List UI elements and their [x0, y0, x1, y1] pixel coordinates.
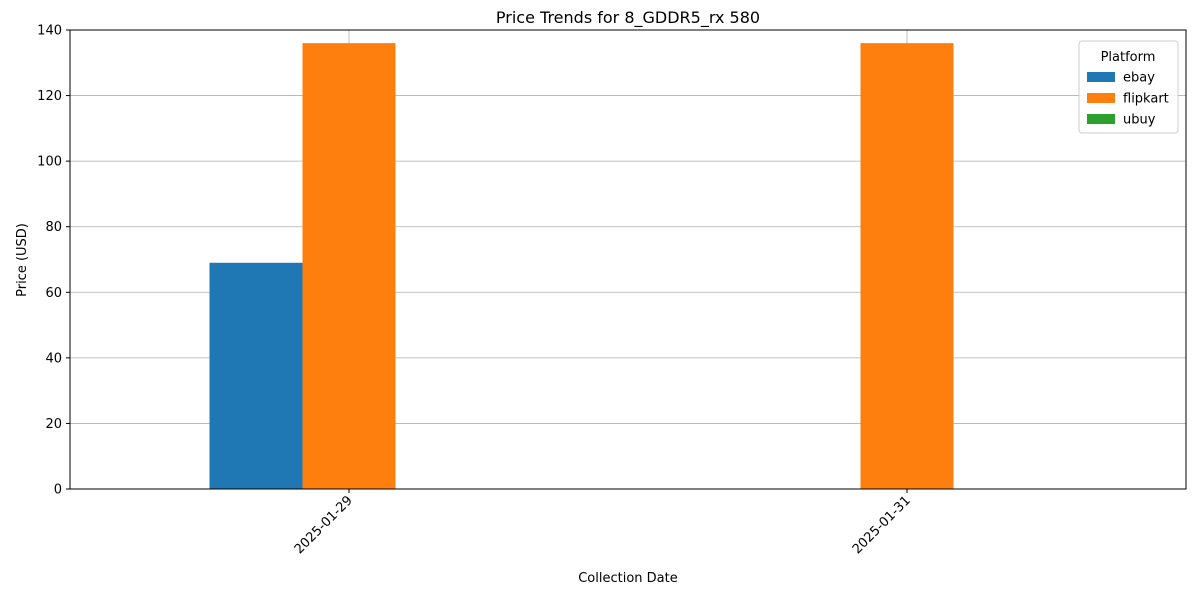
x-axis: 2025-01-29 2025-01-31: [292, 489, 914, 557]
y-tick-label: 20: [45, 417, 62, 432]
y-tick-label: 60: [45, 286, 62, 301]
x-axis-label: Collection Date: [578, 571, 678, 586]
legend-title: Platform: [1101, 50, 1156, 65]
y-tick-label: 40: [45, 351, 62, 366]
legend: Platform ebay flipkart ubuy: [1078, 40, 1179, 134]
legend-swatch-ubuy: [1087, 114, 1115, 124]
bars-layer: [209, 43, 954, 489]
legend-label-ubuy: ubuy: [1123, 113, 1156, 128]
x-tick-label: 2025-01-31: [850, 493, 914, 557]
legend-label-flipkart: flipkart: [1123, 92, 1169, 107]
y-tick-label: 0: [54, 483, 62, 498]
legend-swatch-flipkart: [1087, 93, 1115, 103]
legend-swatch-ebay: [1087, 72, 1115, 82]
plot-frame: [69, 29, 1187, 490]
y-tick-label: 140: [37, 24, 62, 39]
y-axis: 0 20 40 60 80 100 120 140: [37, 24, 70, 498]
legend-items: ebay flipkart ubuy: [1087, 71, 1169, 128]
legend-box: [1078, 40, 1179, 134]
chart-title: Price Trends for 8_GDDR5_rx 580: [496, 8, 760, 28]
y-tick-label: 120: [37, 89, 62, 104]
y-axis-label: Price (USD): [15, 223, 30, 297]
bar-flipkart-2025-01-31: [860, 43, 954, 489]
bar-ebay-2025-01-29: [209, 262, 303, 489]
legend-label-ebay: ebay: [1123, 71, 1155, 86]
x-tick-label: 2025-01-29: [292, 493, 356, 557]
y-tick-label: 100: [37, 155, 62, 170]
bar-flipkart-2025-01-29: [302, 43, 396, 489]
y-tick-label: 80: [45, 220, 62, 235]
